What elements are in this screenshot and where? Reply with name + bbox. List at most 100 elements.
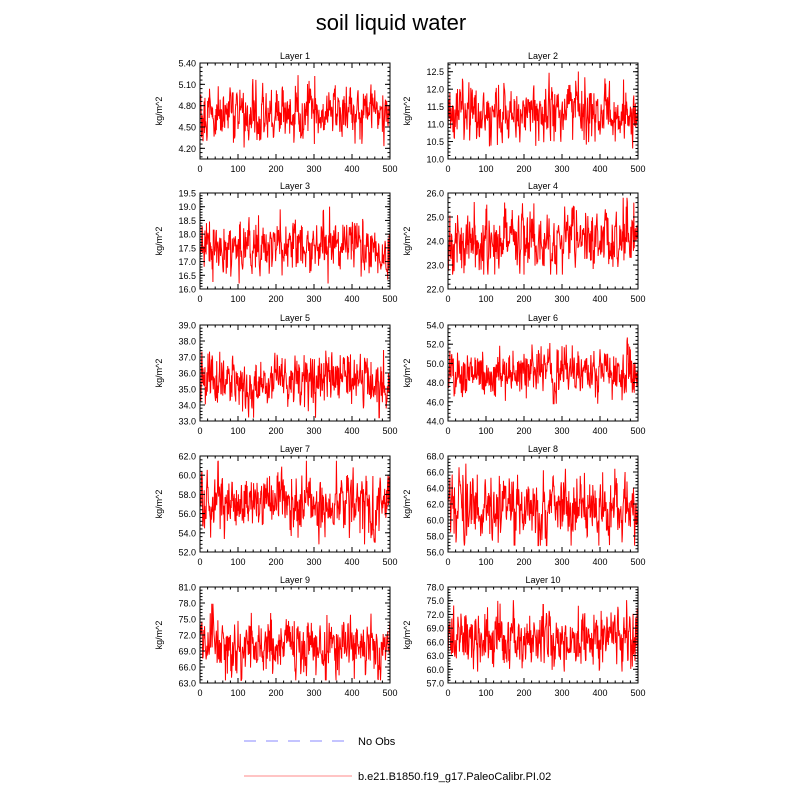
y-tick-label: 11.5 <box>427 102 444 112</box>
series-line-7 <box>199 460 391 545</box>
y-tick-label: 18.0 <box>178 230 196 240</box>
x-tick-label: 300 <box>306 164 321 174</box>
y-axis-label: kg/m^2 <box>402 621 412 650</box>
y-tick-label: 56.0 <box>426 548 444 558</box>
y-tick-label: 75.0 <box>426 596 444 606</box>
y-tick-label: 5.40 <box>178 59 196 69</box>
y-tick-label: 69.0 <box>178 647 196 657</box>
y-tick-label: 56.0 <box>178 509 196 519</box>
y-tick-label: 63.0 <box>426 651 444 661</box>
series-line-10 <box>447 600 639 672</box>
y-tick-label: 18.5 <box>178 216 196 226</box>
plot-frame <box>447 62 639 160</box>
y-tick-label: 75.0 <box>178 615 196 625</box>
x-tick-label: 400 <box>344 557 359 567</box>
y-tick-label: 4.50 <box>178 123 196 133</box>
x-tick-label: 400 <box>592 557 607 567</box>
y-tick-label: 60.0 <box>426 665 444 675</box>
x-tick-label: 400 <box>592 294 607 304</box>
y-tick-label: 57.0 <box>426 679 444 689</box>
x-tick-label: 500 <box>382 294 397 304</box>
x-tick-label: 100 <box>230 557 245 567</box>
y-tick-label: 48.0 <box>426 378 444 388</box>
series-line-6 <box>447 337 639 405</box>
x-tick-label: 400 <box>344 426 359 436</box>
x-tick-label: 400 <box>592 426 607 436</box>
x-tick-label: 100 <box>230 426 245 436</box>
y-tick-label: 4.80 <box>178 101 196 111</box>
x-tick-label: 500 <box>630 294 645 304</box>
x-tick-label: 0 <box>445 426 450 436</box>
x-tick-label: 0 <box>197 164 202 174</box>
x-tick-label: 500 <box>382 688 397 698</box>
panel-title: Layer 6 <box>528 313 558 323</box>
y-tick-label: 34.0 <box>178 401 196 411</box>
y-tick-label: 78.0 <box>178 599 196 609</box>
x-tick-label: 100 <box>478 688 493 698</box>
y-tick-label: 37.0 <box>178 353 196 363</box>
legend-obs-label: No Obs <box>358 736 396 748</box>
x-tick-label: 300 <box>554 294 569 304</box>
panel-title: Layer 4 <box>528 181 558 191</box>
y-tick-label: 44.0 <box>426 417 444 427</box>
y-tick-label: 17.5 <box>178 243 196 253</box>
series-line-8 <box>447 463 639 547</box>
panel-9: Layer 9 kg/m^2 63.0 66.0 69.0 72.0 75.0 78.0 81.… <box>154 575 398 698</box>
y-tick-label: 5.10 <box>178 80 196 90</box>
x-tick-label: 200 <box>516 557 531 567</box>
y-tick-label: 22.0 <box>426 285 444 295</box>
x-tick-label: 300 <box>306 294 321 304</box>
x-tick-label: 200 <box>516 688 531 698</box>
y-tick-label: 38.0 <box>178 337 196 347</box>
x-tick-label: 500 <box>382 164 397 174</box>
y-axis-label: kg/m^2 <box>154 97 164 126</box>
panel-title: Layer 1 <box>280 51 310 61</box>
y-axis-label: kg/m^2 <box>154 490 164 519</box>
y-axis-label: kg/m^2 <box>402 227 412 256</box>
y-tick-label: 19.0 <box>178 202 196 212</box>
x-tick-label: 0 <box>445 557 450 567</box>
x-tick-label: 200 <box>268 294 283 304</box>
y-tick-label: 33.0 <box>178 417 196 427</box>
y-tick-label: 12.5 <box>426 67 444 77</box>
y-axis-label: kg/m^2 <box>154 621 164 650</box>
plot-frame <box>447 324 639 422</box>
y-tick-label: 60.0 <box>426 516 444 526</box>
y-tick-label: 63.0 <box>178 679 196 689</box>
x-tick-label: 400 <box>592 688 607 698</box>
y-tick-label: 72.0 <box>178 631 196 641</box>
x-tick-label: 400 <box>344 688 359 698</box>
x-tick-label: 300 <box>306 557 321 567</box>
panel-2: Layer 2 kg/m^2 10.0 10.5 11.0 11.5 12.0 12.5 0 10… <box>402 51 646 174</box>
x-tick-label: 400 <box>592 164 607 174</box>
y-axis-label: kg/m^2 <box>402 97 412 126</box>
y-tick-label: 69.0 <box>426 624 444 634</box>
x-tick-label: 100 <box>478 426 493 436</box>
y-tick-label: 16.0 <box>178 285 196 295</box>
plot-frame <box>199 455 391 553</box>
y-axis-label: kg/m^2 <box>402 490 412 519</box>
x-tick-label: 100 <box>230 164 245 174</box>
x-tick-label: 200 <box>516 426 531 436</box>
panel-4: Layer 4 kg/m^2 22.0 23.0 24.0 25.0 26.0 0 100 200… <box>402 181 646 304</box>
x-tick-label: 100 <box>478 294 493 304</box>
y-tick-label: 60.0 <box>178 471 196 481</box>
x-tick-label: 300 <box>306 426 321 436</box>
panel-title: Layer 9 <box>280 575 310 585</box>
x-tick-label: 100 <box>478 557 493 567</box>
y-tick-label: 81.0 <box>178 583 196 593</box>
x-tick-label: 200 <box>268 688 283 698</box>
x-tick-label: 200 <box>516 164 531 174</box>
y-tick-label: 36.0 <box>178 369 196 379</box>
y-tick-label: 10.5 <box>426 137 444 147</box>
y-tick-label: 66.0 <box>178 663 196 673</box>
x-tick-label: 0 <box>445 688 450 698</box>
x-tick-label: 300 <box>554 164 569 174</box>
panel-title: Layer 2 <box>528 51 558 61</box>
y-tick-label: 58.0 <box>426 532 444 542</box>
y-tick-label: 39.0 <box>178 321 196 331</box>
y-tick-label: 58.0 <box>178 490 196 500</box>
y-tick-label: 50.0 <box>426 359 444 369</box>
y-tick-label: 66.0 <box>426 468 444 478</box>
y-tick-label: 66.0 <box>426 637 444 647</box>
